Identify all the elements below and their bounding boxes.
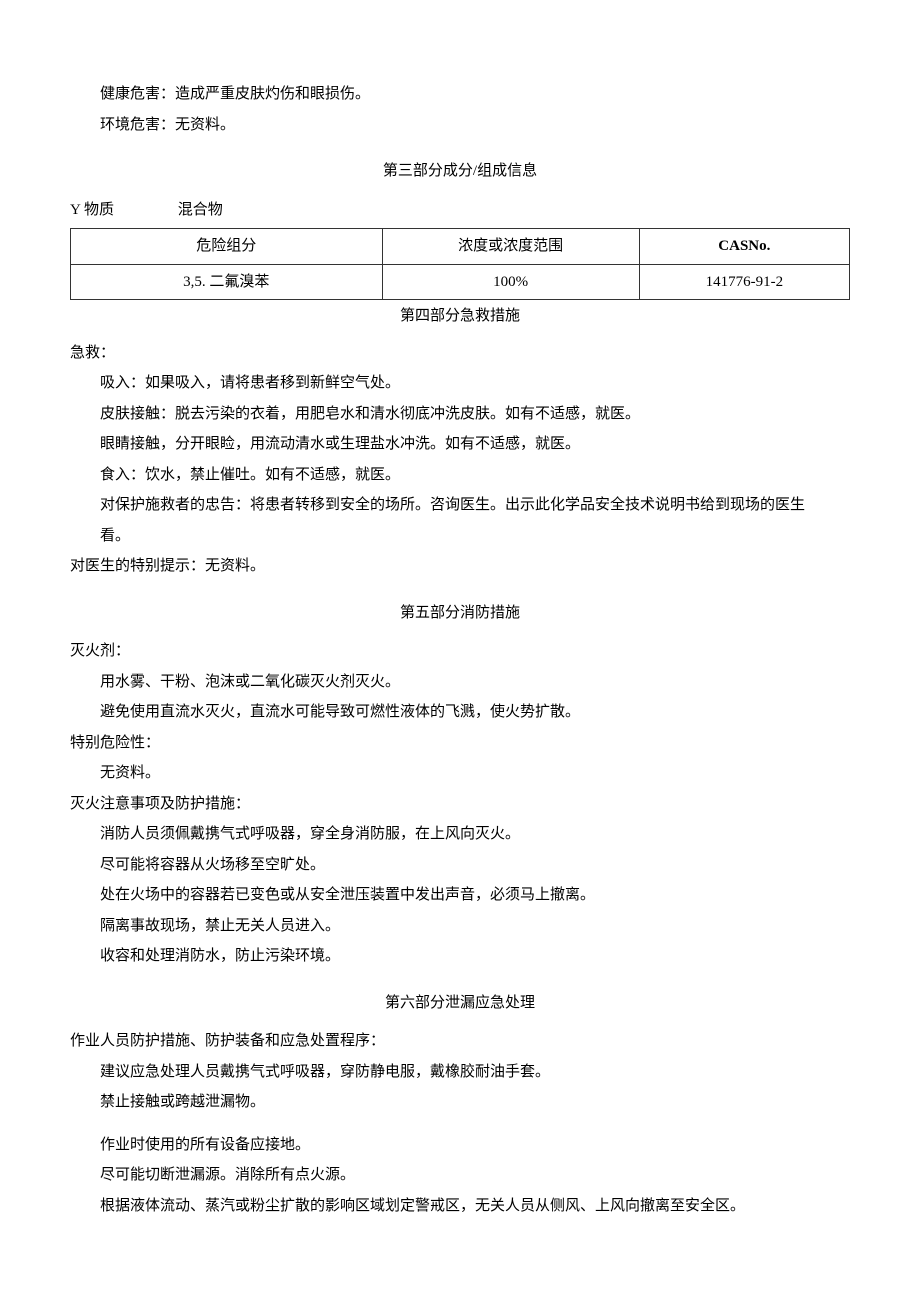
- composition-table: 危险组分 浓度或浓度范围 CASNo. 3,5. 二氟溴苯 100% 14177…: [70, 228, 850, 300]
- col-hazard: 危险组分: [71, 229, 383, 265]
- cell-hazard: 3,5. 二氟溴苯: [71, 264, 383, 300]
- fire-precaution-3: 处在火场中的容器若已变色或从安全泄压装置中发出声音，必须马上撤离。: [70, 881, 850, 910]
- substance-label-2: 混合物: [178, 196, 223, 225]
- leak-heading: 作业人员防护措施、防护装备和应急处置程序：: [70, 1027, 850, 1056]
- inhale-text: 吸入：如果吸入，请将患者移到新鲜空气处。: [70, 369, 850, 398]
- rescuer-advice-text: 对保护施救者的忠告：将患者转移到安全的场所。咨询医生。出示此化学品安全技术说明书…: [70, 491, 850, 520]
- extinguish-text-1: 用水雾、干粉、泡沫或二氧化碳灭火剂灭火。: [70, 668, 850, 697]
- extinguisher-heading: 灭火剂：: [70, 637, 850, 666]
- leak-text-5: 根据液体流动、蒸汽或粉尘扩散的影响区域划定警戒区，无关人员从侧风、上风向撤离至安…: [70, 1192, 850, 1221]
- fire-precaution-5: 收容和处理消防水，防止污染环境。: [70, 942, 850, 971]
- doctor-note-text: 对医生的特别提示：无资料。: [70, 552, 850, 581]
- special-hazard-text: 无资料。: [70, 759, 850, 788]
- skin-text: 皮肤接触：脱去污染的衣着，用肥皂水和清水彻底冲洗皮肤。如有不适感，就医。: [70, 400, 850, 429]
- cell-cas: 141776-91-2: [639, 264, 849, 300]
- leak-text-4: 尽可能切断泄漏源。消除所有点火源。: [70, 1161, 850, 1190]
- leak-text-3: 作业时使用的所有设备应接地。: [70, 1131, 850, 1160]
- col-cas: CASNo.: [639, 229, 849, 265]
- extinguish-text-2: 避免使用直流水灭火，直流水可能导致可燃性液体的飞溅，使火势扩散。: [70, 698, 850, 727]
- substance-label-1: Y 物质: [70, 196, 114, 225]
- fire-precaution-heading: 灭火注意事项及防护措施：: [70, 790, 850, 819]
- fire-precaution-4: 隔离事故现场，禁止无关人员进入。: [70, 912, 850, 941]
- eye-text: 眼睛接触，分开眼睑，用流动清水或生理盐水冲洗。如有不适感，就医。: [70, 430, 850, 459]
- substance-label-row: Y 物质 混合物: [70, 196, 850, 225]
- col-concentration: 浓度或浓度范围: [382, 229, 639, 265]
- env-hazard-text: 环境危害：无资料。: [70, 111, 850, 140]
- table-header-row: 危险组分 浓度或浓度范围 CASNo.: [71, 229, 850, 265]
- special-hazard-heading: 特别危险性：: [70, 729, 850, 758]
- first-aid-heading: 急救：: [70, 339, 850, 368]
- section3-title: 第三部分成分/组成信息: [70, 157, 850, 186]
- cell-concentration: 100%: [382, 264, 639, 300]
- fire-precaution-1: 消防人员须佩戴携气式呼吸器，穿全身消防服，在上风向灭火。: [70, 820, 850, 849]
- table-row: 3,5. 二氟溴苯 100% 141776-91-2: [71, 264, 850, 300]
- fire-precaution-2: 尽可能将容器从火场移至空旷处。: [70, 851, 850, 880]
- leak-text-1: 建议应急处理人员戴携气式呼吸器，穿防静电服，戴橡胶耐油手套。: [70, 1058, 850, 1087]
- section5-title: 第五部分消防措施: [70, 599, 850, 628]
- section4-title: 第四部分急救措施: [70, 302, 850, 331]
- ingest-text: 食入：饮水，禁止催吐。如有不适感，就医。: [70, 461, 850, 490]
- section6-title: 第六部分泄漏应急处理: [70, 989, 850, 1018]
- health-hazard-text: 健康危害：造成严重皮肤灼伤和眼损伤。: [70, 80, 850, 109]
- rescuer-advice-cont: 看。: [70, 522, 850, 551]
- leak-text-2: 禁止接触或跨越泄漏物。: [70, 1088, 850, 1117]
